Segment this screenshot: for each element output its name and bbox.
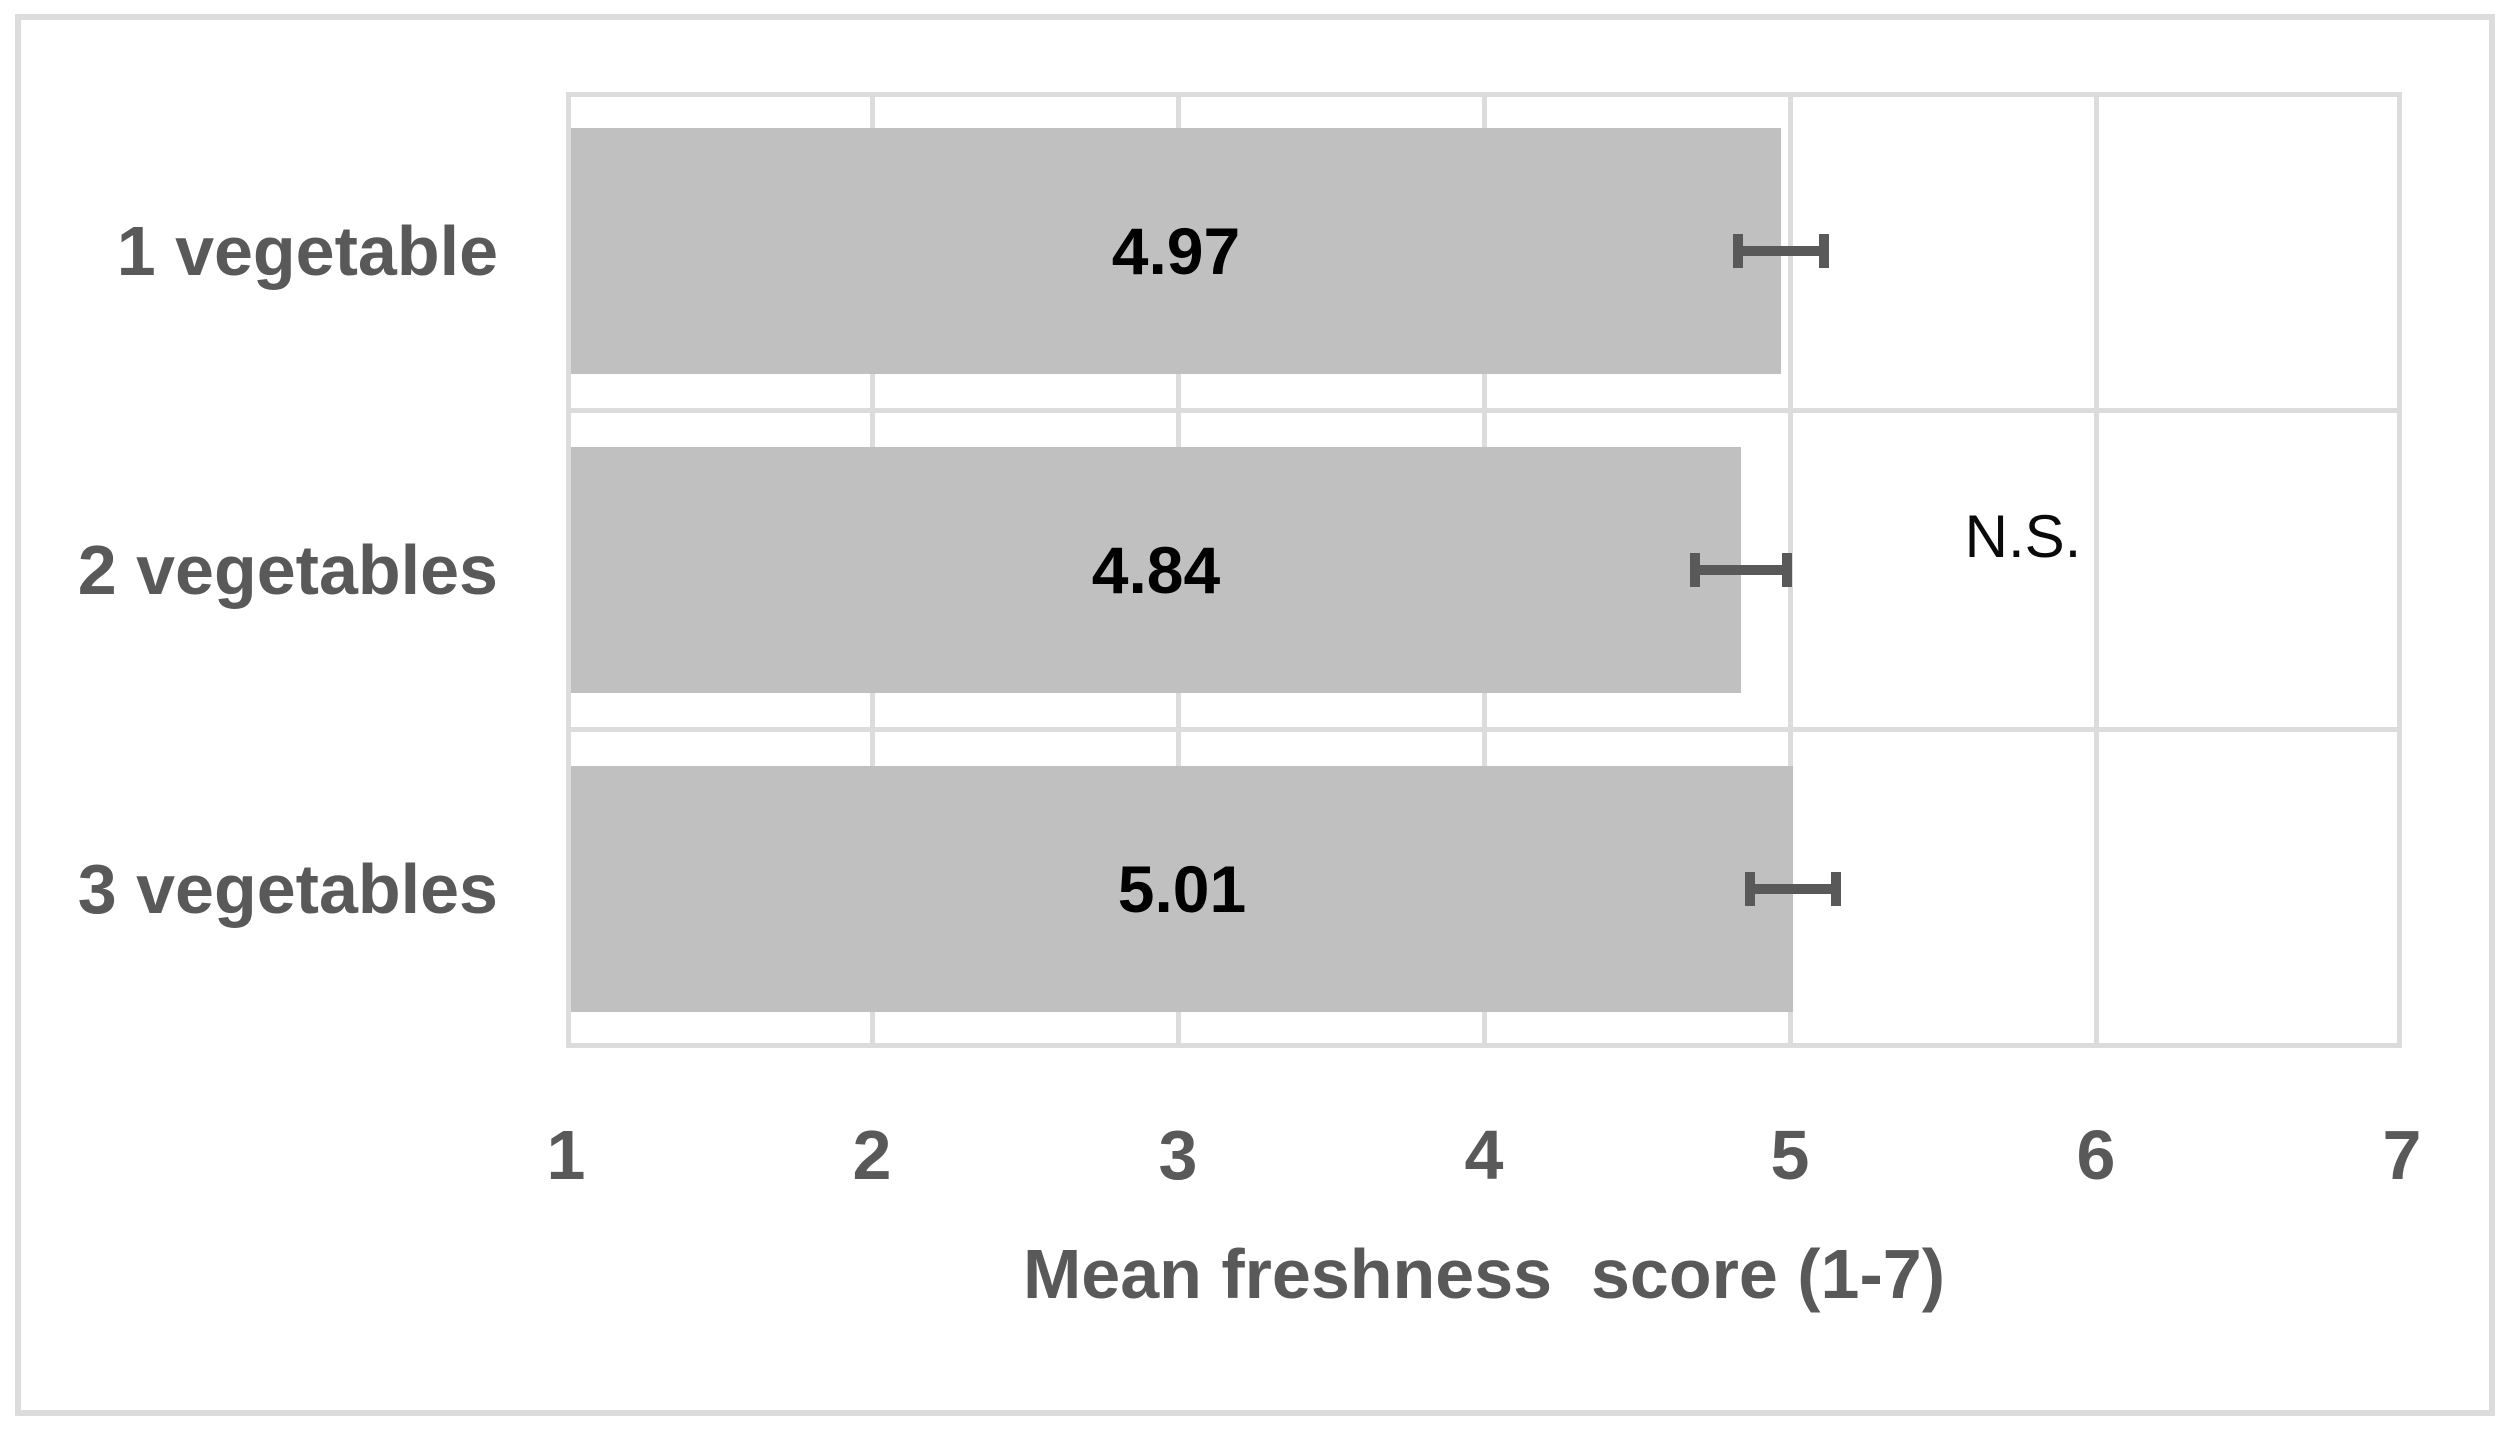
x-tick-label: 5 <box>1770 1116 1810 1194</box>
bar <box>571 128 1781 374</box>
x-tick-label: 1 <box>546 1116 586 1194</box>
bar-value-label: 4.84 <box>1091 533 1221 607</box>
x-tick-label: 2 <box>852 1116 892 1194</box>
category-label: 3 vegetables <box>77 850 498 928</box>
error-bar-cap <box>1690 553 1700 587</box>
bar <box>571 766 1793 1012</box>
plot-border <box>566 92 2402 1048</box>
category-label: 1 vegetable <box>116 212 498 290</box>
bar-value-label: 5.01 <box>1117 852 1247 926</box>
error-bar-cap <box>1745 872 1755 906</box>
x-tick-label: 6 <box>2076 1116 2116 1194</box>
x-axis-title: Mean freshness score (1-7) <box>1022 1235 1946 1313</box>
gridline <box>2094 92 2099 1048</box>
gridline <box>566 408 2402 413</box>
bar <box>571 447 1741 693</box>
x-tick-label: 7 <box>2382 1116 2422 1194</box>
error-bar-line <box>1695 565 1787 575</box>
error-bar-cap <box>1733 234 1743 268</box>
error-bar-line <box>1750 884 1836 894</box>
error-bar-cap <box>1782 553 1792 587</box>
bar-value-label: 4.97 <box>1111 214 1241 288</box>
gridline <box>566 727 2402 732</box>
x-tick-label: 3 <box>1158 1116 1198 1194</box>
error-bar-line <box>1738 246 1824 256</box>
error-bar-cap <box>1819 234 1829 268</box>
significance-annotation: N.S. <box>1964 503 2082 570</box>
category-label: 2 vegetables <box>77 531 498 609</box>
error-bar-cap <box>1831 872 1841 906</box>
x-tick-label: 4 <box>1464 1116 1504 1194</box>
